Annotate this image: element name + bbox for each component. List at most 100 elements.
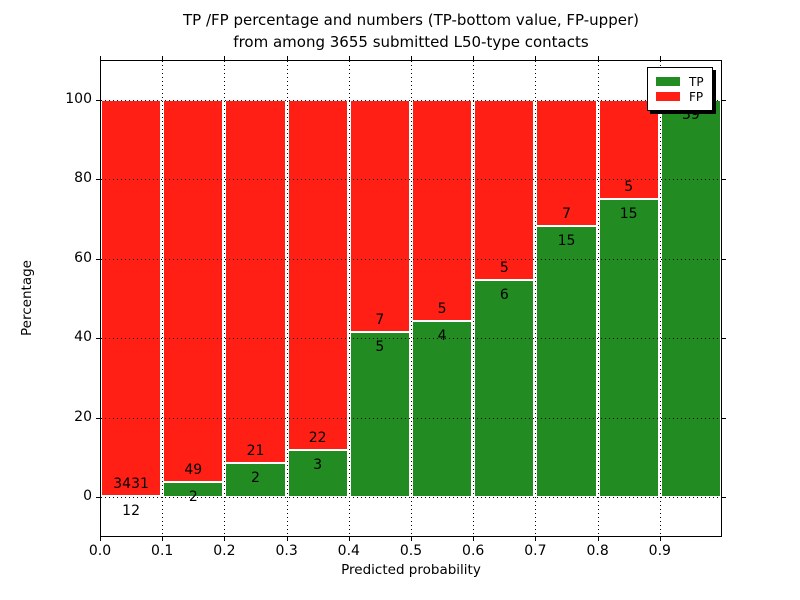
x-tick-label: 0.6 [462,543,485,559]
y-tick-label: 20 [74,408,92,425]
x-tick-mark [286,537,288,541]
bar-label-tp: 5 [375,338,385,355]
bar-fp-segment [598,99,659,200]
y-tick-label: 60 [74,249,92,266]
fp-swatch-icon [656,92,680,101]
bar-label-tp: 15 [557,233,576,250]
x-tick-label: 0.0 [88,543,112,559]
legend-item-tp: TP [656,74,712,89]
x-tick-mark [348,537,350,541]
x-tick-mark-top [473,56,475,60]
bar-label-tp: 15 [619,206,638,223]
bar-fp-segment [101,99,162,496]
bar-fp-segment [536,99,597,227]
bar-tp-segment [412,320,473,498]
bar-label-tp: 3 [313,456,323,473]
bar-tp-segment [349,331,410,498]
bar-label-tp: 6 [499,287,509,304]
gridline-vertical [411,61,412,536]
bar-label-fp: 3431 [113,475,149,492]
bar-label-tp: 2 [188,488,198,505]
y-tick-mark [96,497,100,499]
bar-tp-segment [225,462,286,498]
x-tick-mark [659,537,661,541]
x-tick-mark [224,537,226,541]
y-tick-label: 80 [74,170,92,187]
bar-fp-segment [412,99,473,321]
x-tick-label: 0.2 [213,543,236,559]
y-tick-mark-right [722,179,726,181]
tp-swatch-icon [656,77,680,86]
y-tick-mark-right [722,497,726,499]
y-tick-label: 100 [65,90,92,107]
x-tick-mark-top [411,56,412,60]
gridline-vertical [224,61,226,536]
x-tick-label: 0.7 [524,543,547,559]
x-tick-mark [473,537,475,541]
y-tick-mark-right [722,258,726,260]
x-tick-mark [535,537,537,541]
bar-tp-segment [660,99,721,498]
bar-label-fp: 7 [562,206,571,223]
y-tick-label: 40 [74,329,92,346]
bar-fp-segment [225,99,286,463]
bar-tp-segment [536,226,597,498]
bar-tp-segment [598,199,659,498]
x-tick-mark [100,537,101,541]
bar-label-fp: 22 [308,429,327,446]
x-tick-label: 0.4 [337,543,360,559]
y-tick-mark-right [722,99,726,101]
bar-tp-segment [163,481,224,498]
bar-fp-segment [349,99,410,332]
x-axis-label: Predicted probability [341,562,481,578]
bar-label-fp: 5 [437,300,447,317]
x-tick-mark-top [659,56,661,60]
x-tick-mark [411,537,412,541]
bar-label-fp: 5 [624,179,634,196]
bar-label-fp: 21 [246,442,265,459]
bar-label-fp: 49 [184,461,203,478]
x-tick-label: 0.8 [586,543,609,559]
gridline-vertical [286,61,288,536]
x-tick-mark-top [162,56,164,60]
bar-fp-segment [163,99,224,482]
x-tick-mark-top [100,56,101,60]
y-tick-mark-right [722,417,726,419]
gridline-vertical [473,61,475,536]
legend-item-fp: FP [656,89,712,104]
x-tick-mark [162,537,164,541]
x-tick-mark-top [535,56,537,60]
y-tick-label: 0 [83,488,92,505]
chart-title-line2: from among 3655 submitted L50-type conta… [233,33,589,51]
legend-label-fp: FP [689,89,704,104]
chart-title: TP /FP percentage and numbers (TP-bottom… [100,9,722,53]
bar-fp-segment [287,99,348,450]
bar-label-fp: 5 [499,260,509,277]
x-tick-label: 0.1 [151,543,174,559]
gridline-vertical [348,61,350,536]
y-tick-mark-right [722,338,726,340]
bar-fp-segment [474,99,535,281]
x-tick-mark-top [286,56,288,60]
y-tick-mark [96,417,100,419]
bar-label-tp: 2 [251,469,260,486]
bar-tp-segment [287,449,348,498]
gridline-vertical [659,61,661,536]
x-tick-mark-top [224,56,226,60]
legend-label-tp: TP [689,74,704,89]
bar-label-tp: 12 [122,502,141,519]
x-tick-label: 0.9 [648,543,671,559]
bar-tp-segment [474,280,535,498]
x-tick-label: 0.3 [275,543,298,559]
x-tick-mark-top [597,56,599,60]
y-tick-mark [96,179,100,181]
y-tick-mark [96,258,100,260]
gridline-vertical [535,61,537,536]
gridline-vertical [162,61,164,536]
y-tick-mark [96,99,100,101]
legend: TP FP [647,67,713,111]
y-tick-mark [96,338,100,340]
y-axis-label: Percentage [19,260,35,336]
x-tick-mark [597,537,599,541]
